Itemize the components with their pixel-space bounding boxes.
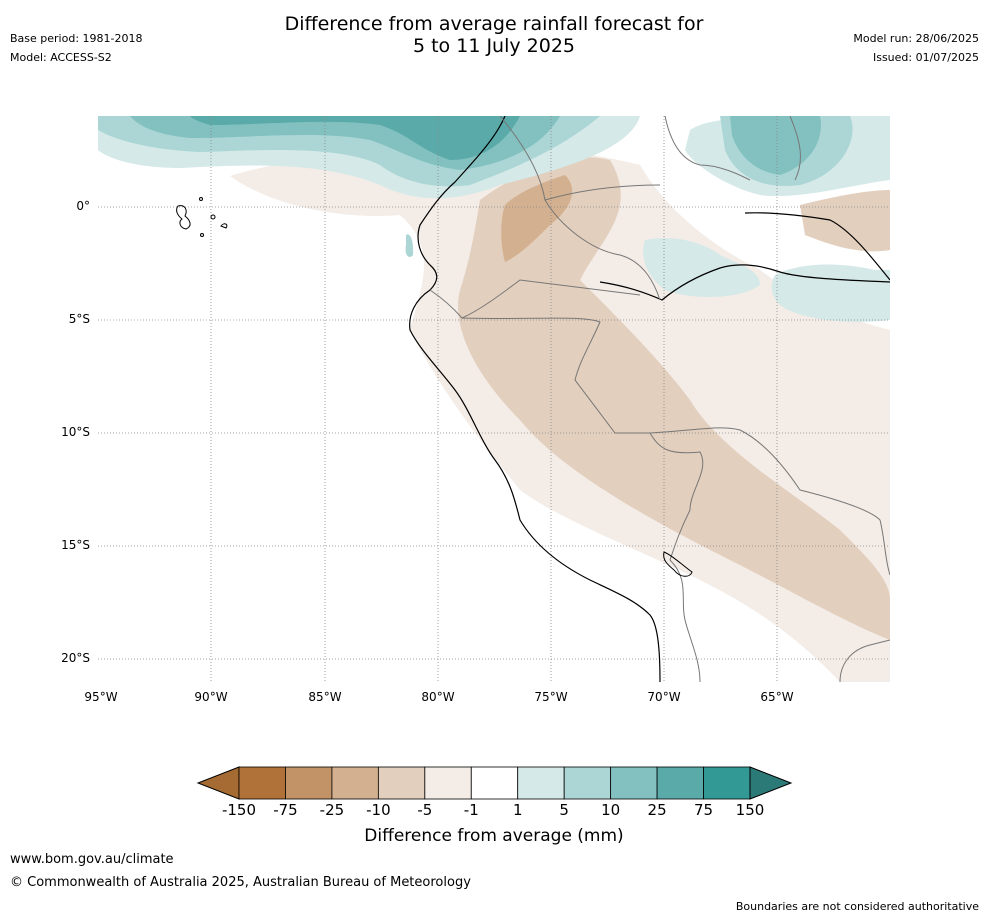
colorbar-segment: [470, 766, 519, 800]
title-line-1: Difference from average rainfall forecas…: [284, 13, 704, 35]
lon-label-80w: 80°W: [421, 690, 455, 704]
lon-label-65w: 65°W: [760, 690, 794, 704]
lon-label-75w: 75°W: [534, 690, 568, 704]
dry-region-strong: [501, 175, 573, 262]
gridlines: [98, 116, 890, 682]
colorbar-tick-label: 1: [512, 801, 523, 819]
colorbar-tick-label: 150: [735, 801, 765, 819]
colorbar-segment: [563, 766, 612, 800]
map-fields: [98, 116, 890, 682]
dry-region-moderate: [458, 157, 890, 641]
lat-label-10s: 10°S: [61, 425, 90, 439]
lat-label-5s: 5°S: [68, 312, 90, 326]
colorbar-tick-label: -25: [319, 801, 345, 819]
colorbar-title: Difference from average (mm): [364, 826, 624, 846]
wet-region-east: [771, 264, 890, 322]
colorbar-tick-label: -150: [221, 801, 257, 819]
colorbar-segment: [331, 766, 379, 800]
model-run-label: Model run: 28/06/2025: [853, 32, 979, 45]
base-period-label: Base period: 1981-2018: [10, 32, 143, 45]
colorbar-right-arrow: [749, 766, 793, 800]
colorbar-tick-label: -5: [417, 801, 433, 819]
galapagos-islands: [176, 197, 228, 237]
issued-label: Issued: 01/07/2025: [872, 51, 979, 64]
wet-region-coast: [405, 234, 414, 257]
wet-region-amazon: [643, 238, 760, 297]
wet-region-northeast-strong: [730, 116, 821, 175]
lat-label-15s: 15°S: [61, 538, 90, 552]
lat-label-0: 0°: [76, 199, 90, 213]
colorbar-segment: [377, 766, 426, 800]
colorbar-segment: [656, 766, 704, 800]
colorbar-tick-label: 25: [647, 801, 667, 819]
colorbar-left-arrow: [196, 766, 240, 800]
colorbar-tick-label: -10: [366, 801, 391, 819]
dry-region-east: [800, 190, 890, 252]
lon-label-85w: 85°W: [308, 690, 342, 704]
lon-label-90w: 90°W: [194, 690, 228, 704]
lake-titicaca: [663, 551, 693, 577]
wet-region-north-heavy: [190, 116, 520, 160]
colorbar-segment: [238, 766, 286, 800]
colorbar-tick-label: -1: [463, 801, 479, 819]
coastline: [409, 116, 661, 682]
country-borders: [429, 116, 890, 682]
coastline-north-east: [599, 212, 890, 301]
colorbar-segment: [285, 766, 333, 800]
colorbar-segment: [424, 766, 472, 800]
colorbar: [196, 766, 793, 800]
colorbar-tick-label: 75: [693, 801, 714, 819]
website-link[interactable]: www.bom.gov.au/climate: [10, 852, 174, 867]
title-line-2: 5 to 11 July 2025: [412, 35, 576, 57]
lon-label-70w: 70°W: [647, 690, 681, 704]
colorbar-segment: [703, 766, 751, 800]
colorbar-tick-label: -75: [273, 801, 298, 819]
lon-label-95w: 95°W: [84, 690, 118, 704]
colorbar-segment: [610, 766, 658, 800]
colorbar-segment: [517, 766, 565, 800]
boundaries-disclaimer: Boundaries are not considered authoritat…: [735, 900, 979, 913]
colorbar-segments: [238, 766, 751, 800]
colorbar-tick-label: 10: [601, 801, 621, 819]
model-label: Model: ACCESS-S2: [10, 51, 112, 64]
colorbar-tick-label: 5: [559, 801, 569, 819]
copyright-notice: © Commonwealth of Australia 2025, Austra…: [10, 875, 471, 890]
page-title: Difference from average rainfall forecas…: [0, 13, 988, 57]
lat-label-20s: 20°S: [61, 651, 90, 665]
